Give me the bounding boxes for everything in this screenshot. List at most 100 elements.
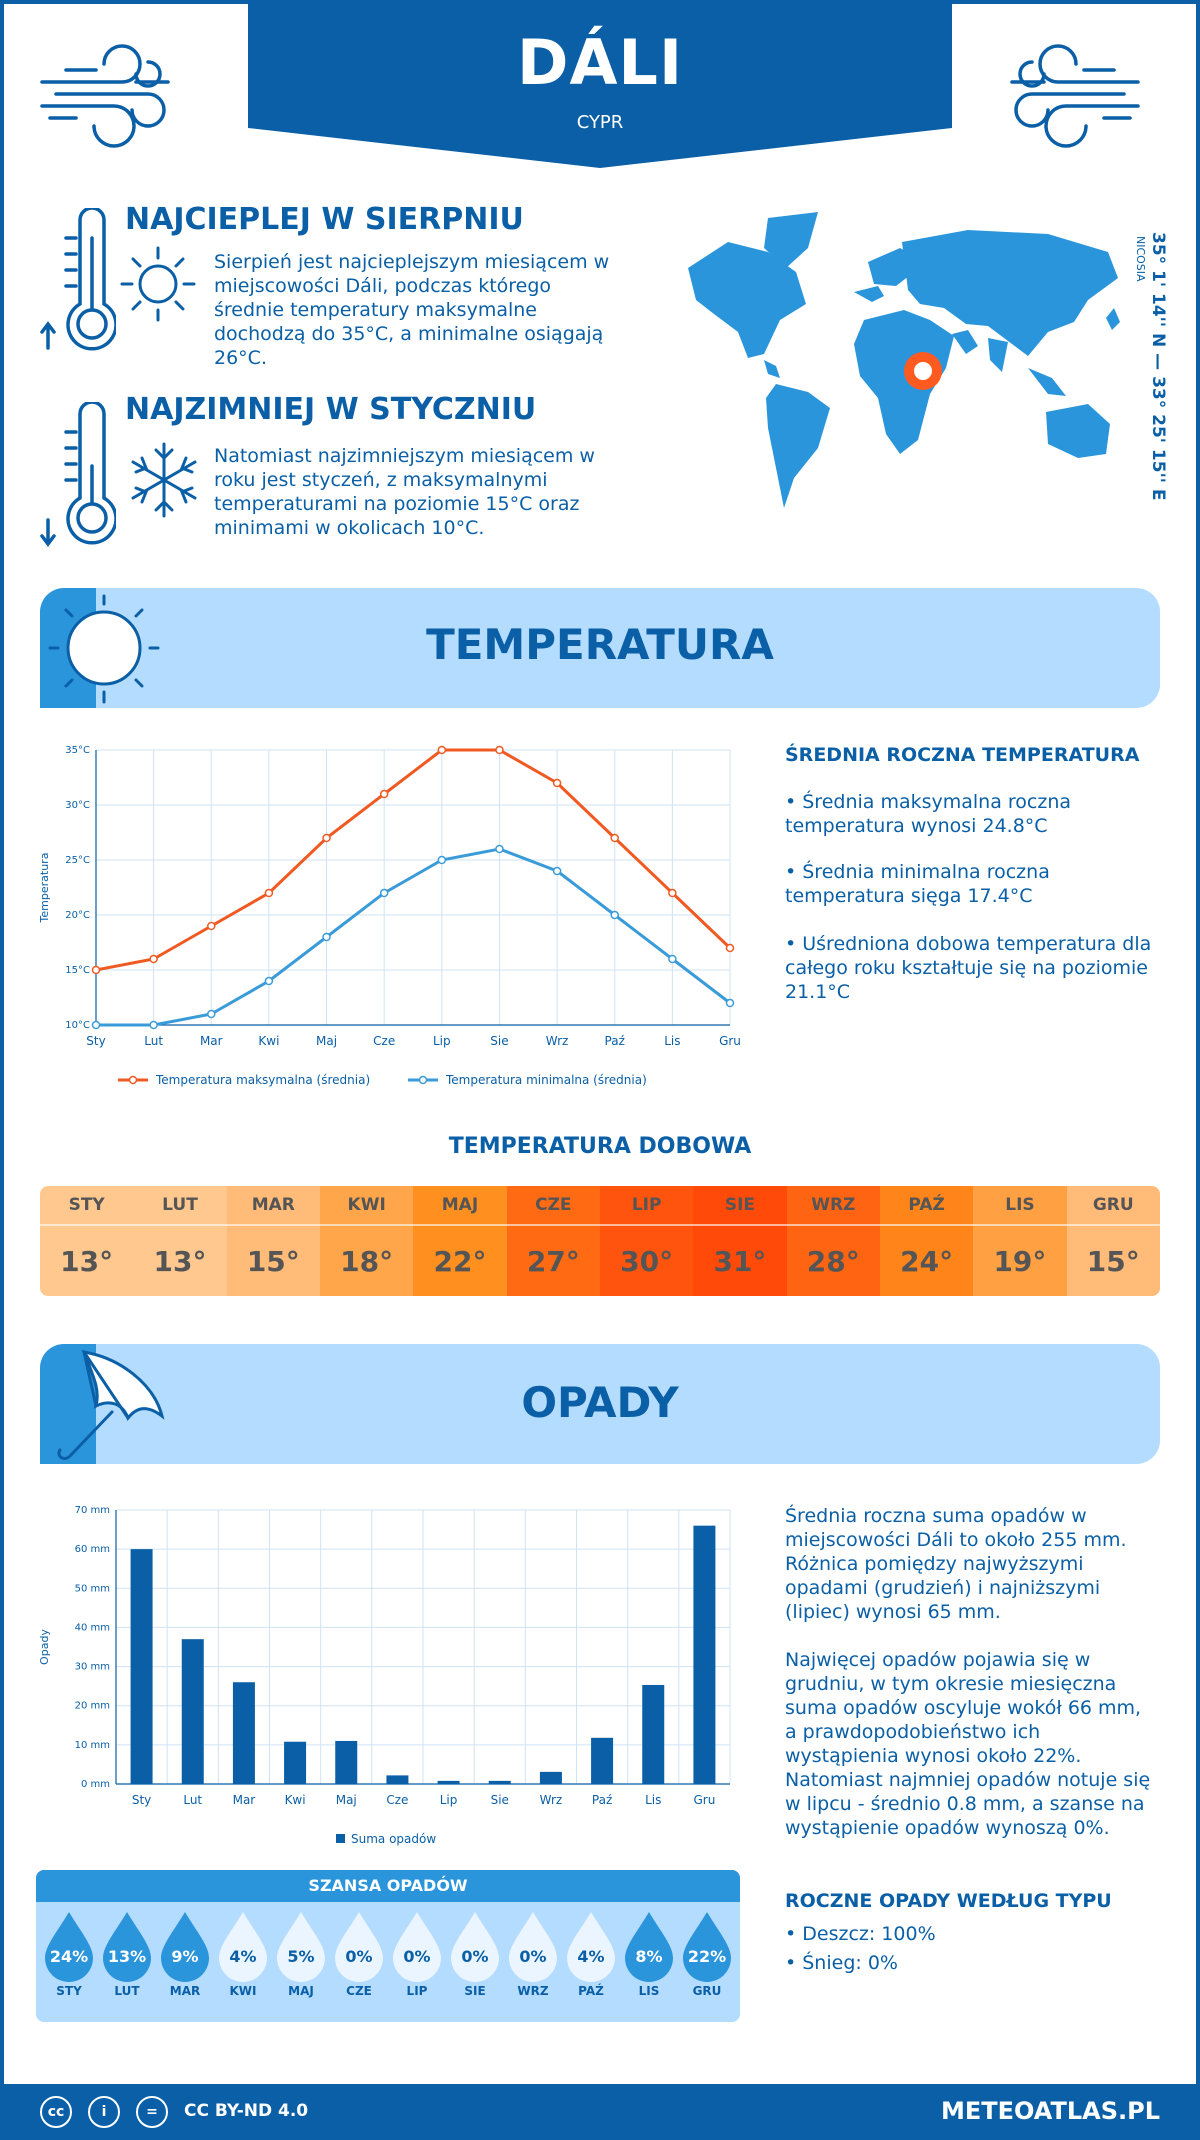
daily-temp-value: 27° xyxy=(526,1244,580,1278)
daily-temp-value: 28° xyxy=(806,1244,860,1278)
precip-chance-value: 22% xyxy=(688,1947,726,1966)
x-tick-label: Maj xyxy=(336,1793,357,1807)
daily-temp-value: 15° xyxy=(1086,1244,1140,1278)
y-tick-label: 15°C xyxy=(65,965,90,976)
x-tick-label: Sie xyxy=(490,1034,508,1048)
daily-temp-cell: LUT 13° xyxy=(133,1186,227,1296)
precip-chance-item: 4% PAŹ xyxy=(562,1910,620,1998)
precip-chance-item: 8% LIS xyxy=(620,1910,678,1998)
annual-temp-heading: ŚREDNIA ROCZNA TEMPERATURA xyxy=(785,744,1140,766)
raindrop-icon: 0% xyxy=(335,1912,383,1982)
precip-type-rain: • Deszcz: 100% xyxy=(785,1923,936,1945)
precip-chance-month: GRU xyxy=(692,1984,722,1998)
daily-temp-cell: LIS 19° xyxy=(973,1186,1067,1296)
y-tick-label: 20 mm xyxy=(75,1701,110,1712)
precip-chance-value: 13% xyxy=(108,1947,146,1966)
x-tick-label: Lis xyxy=(664,1034,680,1048)
data-point xyxy=(207,921,216,931)
bar xyxy=(591,1737,614,1784)
precip-band xyxy=(40,1344,1160,1464)
x-tick-label: Gru xyxy=(719,1034,741,1048)
legend-swatch xyxy=(336,1834,345,1843)
daily-temp-month: PAŹ xyxy=(879,1186,974,1226)
temperature-chart: 10°C 15°C 20°C 25°C 30°C 35°C Sty Lut Mar Kwi Maj C… xyxy=(38,745,741,1087)
precip-title: OPADY xyxy=(521,1378,679,1427)
precip-chance-item: 0% LIP xyxy=(388,1910,446,1998)
precip-chance-month: PAŹ xyxy=(578,1984,604,1998)
y-tick-label: 25°C xyxy=(65,855,90,866)
daily-temp-cell: STY 13° xyxy=(40,1186,134,1296)
hottest-heading: NAJCIEPLEJ W SIERPNIU xyxy=(125,202,524,237)
precip-chance-value: 8% xyxy=(635,1947,662,1966)
raindrop-shape xyxy=(335,1912,383,1982)
x-tick-label: Gru xyxy=(693,1793,715,1807)
x-tick-label: Sty xyxy=(86,1034,105,1048)
precip-chance-item: 9% MAR xyxy=(156,1910,214,1998)
precip-text-1: Średnia roczna suma opadów w miejscowośc… xyxy=(785,1505,1127,1623)
precip-chance-month: MAR xyxy=(169,1984,201,1998)
y-tick-label: 40 mm xyxy=(75,1622,110,1633)
raindrop-shape xyxy=(393,1912,441,1982)
wind-icon xyxy=(40,44,170,148)
daily-temp-cell: CZE 27° xyxy=(506,1186,600,1296)
annual-temp-bullet-3: • Uśredniona dobowa temperatura dla całe… xyxy=(785,933,1152,1003)
site-link[interactable]: METEOATLAS.PL xyxy=(940,2097,1160,2125)
raindrop-shape xyxy=(161,1912,209,1982)
raindrop-shape xyxy=(509,1912,557,1982)
raindrop-icon: 0% xyxy=(451,1912,499,1982)
y-tick-label: 50 mm xyxy=(75,1583,110,1594)
bar xyxy=(232,1682,255,1784)
y-tick-label: 10°C xyxy=(65,1020,90,1031)
daily-temp-value: 22° xyxy=(433,1244,487,1278)
x-tick-label: Mar xyxy=(200,1034,223,1048)
page-subtitle: CYPR xyxy=(576,112,624,133)
precip-chance-month: STY xyxy=(56,1984,82,1998)
data-point xyxy=(610,833,619,843)
person-icon: i xyxy=(88,2096,120,2128)
raindrop-icon: 0% xyxy=(393,1912,441,1982)
annual-temp-bullet-2: • Średnia minimalna roczna temperatura s… xyxy=(785,861,1050,907)
data-point xyxy=(379,888,389,898)
x-tick-label: Sie xyxy=(491,1793,509,1807)
x-tick-label: Lis xyxy=(645,1793,661,1807)
region-label: NICOSIA xyxy=(1134,236,1147,282)
raindrop-shape xyxy=(45,1912,93,1982)
y-tick-label: 0 mm xyxy=(81,1779,110,1790)
x-tick-label: Wrz xyxy=(546,1034,569,1048)
annual-temp-bullet-1: • Średnia maksymalna roczna temperatura … xyxy=(785,791,1072,837)
coldest-text: Natomiast najzimniejszym miesiącem w rok… xyxy=(214,445,595,539)
raindrop-shape xyxy=(219,1912,267,1982)
x-tick-label: Kwi xyxy=(285,1793,306,1807)
precip-chance-item: 24% STY xyxy=(40,1910,98,1998)
daily-temp-value: 13° xyxy=(153,1244,207,1278)
legend-marker xyxy=(418,1075,428,1085)
series-line-max xyxy=(95,748,732,972)
precip-type-heading: ROCZNE OPADY WEDŁUG TYPU xyxy=(785,1890,1112,1912)
x-tick-label: Lut xyxy=(183,1793,202,1807)
daily-temp-table: STY 13° LUT 13° MAR 15° KWI 18° MAJ 22° CZE 27° LIP 3… xyxy=(40,1186,1160,1296)
data-point xyxy=(668,888,677,898)
thermometer-hot-icon xyxy=(40,208,116,351)
page-title: DÁLI xyxy=(516,26,684,99)
data-point xyxy=(149,1020,158,1030)
data-point xyxy=(552,778,562,788)
daily-temp-month: LIP xyxy=(599,1186,694,1226)
bar xyxy=(693,1525,716,1784)
raindrop-shape xyxy=(277,1912,325,1982)
precip-chance-item: 0% WRZ xyxy=(504,1910,562,1998)
y-tick-label: 10 mm xyxy=(75,1740,110,1751)
data-point xyxy=(495,844,504,854)
raindrop-shape xyxy=(683,1912,731,1982)
y-tick-label: 60 mm xyxy=(75,1544,110,1555)
bar xyxy=(642,1684,665,1784)
data-point xyxy=(668,954,677,964)
x-tick-label: Paź xyxy=(605,1034,625,1048)
precip-chance-title: SZANSA OPADÓW xyxy=(36,1870,740,1902)
raindrop-icon: 9% xyxy=(161,1912,209,1982)
precip-chance-drops: 24% STY 13% LUT 9% MAR 4% KWI 5% MAJ 0% CZE 0% LIP 0% S… xyxy=(36,1902,740,1998)
precip-chance-item: 22% GRU xyxy=(678,1910,736,1998)
precip-chance-month: WRZ xyxy=(517,1984,549,1998)
data-point xyxy=(725,998,735,1008)
daily-temp-month: WRZ xyxy=(786,1186,880,1226)
equal-icon: = xyxy=(136,2096,168,2128)
